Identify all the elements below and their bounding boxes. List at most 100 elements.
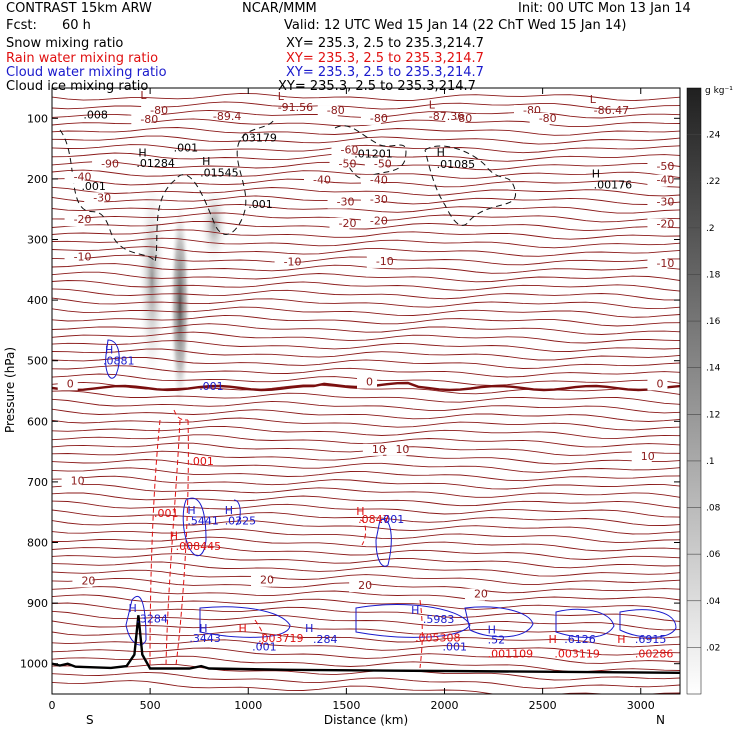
temperature-label-bg [64, 251, 85, 264]
y-tick-label: 400 [27, 294, 48, 307]
extremum-label: H [549, 633, 557, 646]
temperature-label: -30 [337, 196, 355, 209]
colorbar: g kg⁻¹ .02 .04 .06 .08 .1 .12 .14 .16 .18 .2 .22 .2… [686, 86, 733, 695]
temperature-contour-line [52, 434, 680, 448]
temperature-contour-line [52, 602, 680, 622]
extremum-label: H [437, 146, 445, 159]
temperature-label: -20 [656, 217, 674, 230]
rain-contour-1 [149, 419, 161, 666]
temperature-label-bg [251, 574, 272, 587]
temperature-contour-line [52, 297, 680, 310]
colorbar-unit: g kg⁻¹ [705, 86, 733, 96]
forecast-value: 60 h [62, 18, 91, 33]
temperature-contour-line [52, 450, 680, 465]
temperature-contour-line [52, 203, 680, 214]
temperature-label-bg [360, 194, 381, 207]
extremum-label: H [488, 623, 496, 636]
temperature-label: 10 [372, 443, 386, 456]
colorbar-tick-label: .2 [706, 224, 715, 234]
colorbar-tick-label: .04 [706, 597, 721, 607]
temperature-contour-line [52, 186, 680, 197]
rain-contour-7 [254, 619, 264, 649]
temperature-label: -40 [370, 174, 388, 187]
temperature-label-bg [360, 215, 381, 228]
temperature-contour-line [52, 594, 680, 612]
extremum-label: H [187, 504, 195, 517]
colorbar-tick-label: .1 [706, 457, 715, 467]
legend-xy-cloud-ice: XY= 235.3, 2.5 to 235.3,214.7 [278, 79, 476, 94]
temperature-contour-line [52, 671, 680, 689]
temperature-label-bg [360, 174, 381, 187]
temperature-contour-line [52, 254, 680, 266]
temperature-contour-line [52, 169, 680, 179]
extremum-label: .5983 [423, 613, 455, 626]
temperature-label: -60 [340, 143, 358, 156]
temperature-label: 0 [656, 377, 663, 390]
rain-contour-5 [419, 599, 423, 669]
temperature-label: 20 [260, 574, 274, 587]
extremum-label: L [140, 89, 147, 102]
temperature-label-bg [141, 105, 162, 118]
temperature-label: 0 [67, 377, 74, 390]
extremum-label: H [411, 604, 419, 617]
temperature-contour-line [52, 639, 680, 656]
extremum-label: .0325 [225, 514, 257, 527]
temperature-contour-line [52, 475, 680, 490]
extremum-label: .284 [313, 633, 338, 646]
temperature-label: -40 [74, 171, 92, 184]
legend-label-snow: Snow mixing ratio [6, 36, 124, 51]
temperature-label: 10 [641, 450, 655, 463]
temperature-label-bg [647, 174, 668, 187]
temperature-contour-line [52, 331, 680, 344]
x-tick-label: 2000 [431, 699, 459, 712]
temperature-contour-line [52, 365, 680, 378]
temperature-contour-line [52, 340, 680, 352]
legend-xy-cloud-water: XY= 235.3, 2.5 to 235.3,214.7 [286, 65, 484, 80]
rain-contour-2 [165, 419, 181, 666]
temperature-contour-line [52, 398, 680, 414]
cloud-contour-d [375, 518, 392, 567]
temperature-label-bg [57, 378, 78, 391]
colorbar-scale [686, 87, 702, 695]
extremum-label: H [238, 622, 246, 635]
rain-contour-3 [175, 419, 189, 666]
temperature-contour-line [52, 492, 680, 509]
temperature-label-bg [61, 475, 82, 488]
extremum-label: .001 [443, 640, 468, 653]
temperature-contour-line [52, 271, 680, 283]
cloud-contour-a [105, 339, 120, 379]
temperature-label: -80 [454, 112, 472, 125]
temperature-label-bg [360, 112, 381, 125]
cloud-contour-h [464, 606, 534, 638]
temperature-contour-line [52, 663, 680, 681]
temperature-label-bg [445, 112, 466, 125]
temperature-label-bg [631, 451, 652, 464]
rain-contour-6 [359, 519, 367, 546]
valid-time: Valid: 12 UTC Wed 15 Jan 14 (22 ChT Wed … [284, 18, 627, 33]
extremum-label: H [202, 155, 210, 168]
temperature-label: -20 [370, 214, 388, 227]
temperature-label: 20 [81, 574, 95, 587]
extremum-label: H [225, 504, 233, 517]
extremum-label: .001 [174, 142, 199, 155]
temperature-contour-line [52, 152, 680, 162]
y-tick-label: 700 [27, 476, 48, 489]
colorbar-tick-label: .24 [706, 131, 721, 141]
extremum-label: .01201 [354, 148, 393, 161]
temperature-label: 0 [366, 376, 373, 389]
temperature-contour-line [52, 135, 680, 145]
extremum-label: L [278, 90, 285, 103]
temperature-label-bg [362, 443, 383, 456]
extremum-label: .001 [380, 513, 405, 526]
y-tick-label: 600 [27, 415, 48, 428]
extremum-label: H [592, 168, 600, 181]
extremum-label: .001 [248, 198, 273, 211]
organization: NCAR/MMM [242, 1, 317, 16]
init-time: Init: 00 UTC Mon 13 Jan 14 [518, 1, 691, 16]
temperature-label-bg [64, 214, 85, 227]
temperature-label-bg [349, 580, 370, 593]
rain-contour-4 [173, 409, 189, 421]
extremum-label: .03179 [238, 131, 277, 144]
extremum-label: .6126 [564, 633, 596, 646]
